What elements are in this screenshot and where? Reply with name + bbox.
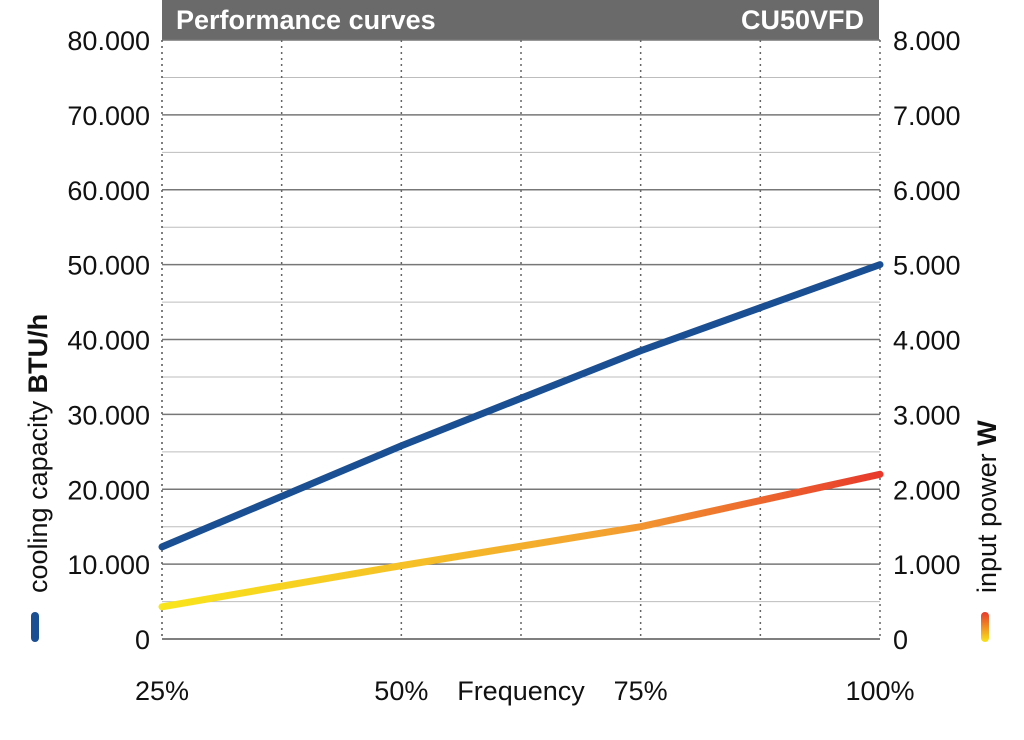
x-axis-label: Frequency [457,676,585,706]
y-right-tick-label: 5.000 [893,251,961,281]
y-left-axis-label: cooling capacity BTU/h [23,314,53,593]
y-right-tick-label: 3.000 [893,400,961,430]
x-tick-label: 50% [374,676,428,706]
y-right-tick-label: 2.000 [893,475,961,505]
y-right-tick-label: 0 [893,625,908,655]
y-left-tick-label: 10.000 [67,550,150,580]
y-left-tick-label: 50.000 [67,251,150,281]
x-tick-label: 75% [614,676,668,706]
header-bar [162,0,879,40]
y-right-tick-label: 8.000 [893,26,961,56]
input-power-line [158,470,884,611]
cooling-capacity-legend-swatch [31,612,39,642]
model-label: CU50VFD [741,5,864,35]
y-left-tick-label: 30.000 [67,400,150,430]
y-right-tick-label: 6.000 [893,176,961,206]
y-left-tick-label: 40.000 [67,326,150,356]
y-left-tick-label: 0 [135,625,150,655]
series-group [158,261,884,611]
y-right-axis-label: input power W [972,420,1002,593]
cooling-capacity-line [158,261,884,551]
input-power-legend-swatch [981,612,989,642]
y-left-tick-label: 70.000 [67,101,150,131]
y-left-label-text: cooling capacity [23,393,53,593]
y-right-label-text: input power [972,446,1002,593]
x-tick-label: 25% [135,676,189,706]
x-tick-labels: 25% 50% 75% 100% [135,676,915,706]
y-right-tick-label: 7.000 [893,101,961,131]
left-tick-labels: 0 10.000 20.000 30.000 40.000 50.000 60.000 70.… [67,26,150,655]
chart-title: Performance curves [176,5,436,35]
y-right-tick-label: 4.000 [893,326,961,356]
x-tick-label: 100% [845,676,914,706]
right-tick-labels: 0 1.000 2.000 3.000 4.000 5.000 6.000 7.000 8.00… [893,26,961,655]
y-right-tick-label: 1.000 [893,550,961,580]
grid [162,39,881,639]
y-left-tick-label: 80.000 [67,26,150,56]
y-left-tick-label: 60.000 [67,176,150,206]
axes [161,40,880,640]
y-right-label-unit: W [972,420,1002,446]
y-left-label-unit: BTU/h [23,314,53,393]
y-left-tick-label: 20.000 [67,475,150,505]
